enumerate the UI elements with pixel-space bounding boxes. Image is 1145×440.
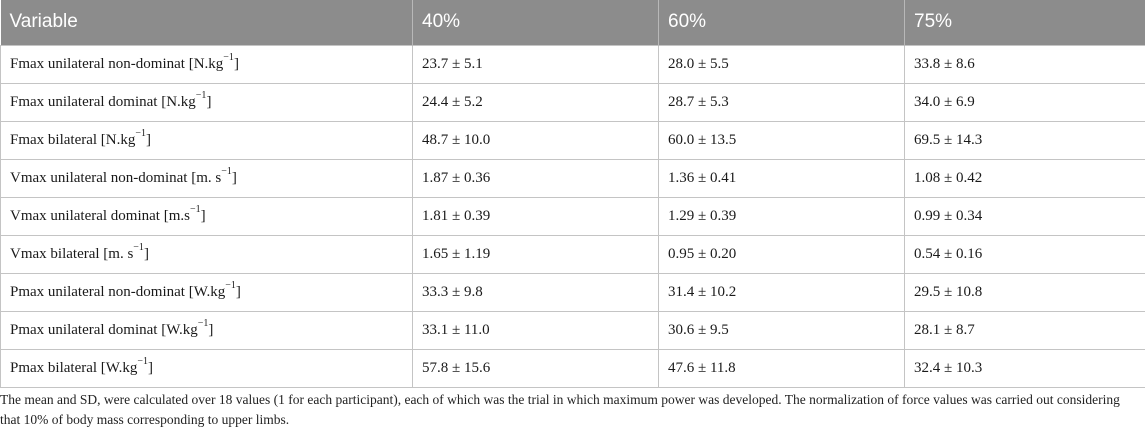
value-75: 34.0 ± 6.9	[904, 82, 1145, 122]
variable-cell: Fmax unilateral non-dominat [N.kg−1]	[0, 44, 413, 84]
table-row: Fmax bilateral [N.kg−1] 48.7 ± 10.0 60.0…	[0, 120, 1145, 160]
bracket-close: ]	[208, 321, 214, 338]
value-75: 33.8 ± 8.6	[904, 44, 1145, 84]
variable-label: Vmax bilateral [m. s	[10, 245, 134, 262]
value-40: 24.4 ± 5.2	[412, 82, 659, 122]
results-table: Variable 40% 60% 75% Fmax unilateral non…	[0, 0, 1145, 388]
value-60: 47.6 ± 11.8	[658, 348, 905, 388]
value-60: 0.95 ± 0.20	[658, 234, 905, 274]
variable-label: Fmax bilateral [N.kg	[10, 131, 136, 148]
bracket-close: ]	[147, 359, 153, 376]
header-60-percent: 60%	[658, 0, 905, 45]
table-header-row: Variable 40% 60% 75%	[0, 0, 1145, 45]
unit-exponent: −1	[137, 355, 148, 367]
table-row: Fmax unilateral non-dominat [N.kg−1] 23.…	[0, 44, 1145, 84]
value-60: 28.0 ± 5.5	[658, 44, 905, 84]
unit-exponent: −1	[135, 127, 147, 139]
value-40: 33.1 ± 11.0	[412, 310, 659, 350]
value-75: 32.4 ± 10.3	[904, 348, 1145, 388]
data-table-container: Variable 40% 60% 75% Fmax unilateral non…	[0, 0, 1145, 388]
value-40: 48.7 ± 10.0	[412, 120, 659, 160]
variable-cell: Vmax unilateral dominat [m.s−1]	[0, 196, 413, 236]
bracket-close: ]	[235, 283, 241, 300]
value-75: 28.1 ± 8.7	[904, 310, 1145, 350]
unit-exponent: −1	[221, 165, 232, 177]
table-row: Vmax bilateral [m. s−1] 1.65 ± 1.19 0.95…	[0, 234, 1145, 274]
variable-label: Pmax bilateral [W.kg	[10, 359, 138, 376]
value-60: 1.36 ± 0.41	[658, 158, 905, 198]
bracket-close: ]	[233, 55, 239, 72]
bracket-close: ]	[146, 131, 152, 148]
unit-exponent: −1	[189, 203, 201, 215]
variable-label: Vmax unilateral non-dominat [m. s	[10, 169, 222, 186]
variable-label: Pmax unilateral non-dominat [W.kg	[10, 283, 226, 300]
value-40: 1.87 ± 0.36	[412, 158, 659, 198]
variable-cell: Pmax unilateral non-dominat [W.kg−1]	[0, 272, 413, 312]
variable-cell: Vmax unilateral non-dominat [m. s−1]	[0, 158, 413, 198]
value-40: 1.65 ± 1.19	[412, 234, 659, 274]
bracket-close: ]	[200, 207, 206, 224]
value-60: 60.0 ± 13.5	[658, 120, 905, 160]
variable-cell: Vmax bilateral [m. s−1]	[0, 234, 413, 274]
table-row: Vmax unilateral dominat [m.s−1] 1.81 ± 0…	[0, 196, 1145, 236]
header-40-percent: 40%	[412, 0, 659, 45]
value-75: 29.5 ± 10.8	[904, 272, 1145, 312]
value-40: 23.7 ± 5.1	[412, 44, 659, 84]
variable-label: Pmax unilateral dominat [W.kg	[10, 321, 198, 338]
table-row: Pmax unilateral dominat [W.kg−1] 33.1 ± …	[0, 310, 1145, 350]
bracket-close: ]	[143, 245, 149, 262]
value-40: 1.81 ± 0.39	[412, 196, 659, 236]
variable-cell: Fmax bilateral [N.kg−1]	[0, 120, 413, 160]
value-60: 28.7 ± 5.3	[658, 82, 905, 122]
unit-exponent: −1	[133, 241, 144, 253]
variable-label: Fmax unilateral dominat [N.kg	[10, 93, 196, 110]
variable-label: Fmax unilateral non-dominat [N.kg	[10, 55, 224, 72]
value-75: 0.99 ± 0.34	[904, 196, 1145, 236]
value-75: 1.08 ± 0.42	[904, 158, 1145, 198]
unit-exponent: −1	[195, 89, 207, 101]
value-60: 30.6 ± 9.5	[658, 310, 905, 350]
table-row: Vmax unilateral non-dominat [m. s−1] 1.8…	[0, 158, 1145, 198]
bracket-close: ]	[206, 93, 212, 110]
value-60: 31.4 ± 10.2	[658, 272, 905, 312]
value-40: 33.3 ± 9.8	[412, 272, 659, 312]
unit-exponent: −1	[223, 51, 234, 63]
unit-exponent: −1	[225, 279, 236, 291]
table-row: Pmax unilateral non-dominat [W.kg−1] 33.…	[0, 272, 1145, 312]
value-75: 69.5 ± 14.3	[904, 120, 1145, 160]
bracket-close: ]	[231, 169, 237, 186]
value-40: 57.8 ± 15.6	[412, 348, 659, 388]
value-60: 1.29 ± 0.39	[658, 196, 905, 236]
unit-exponent: −1	[197, 317, 209, 329]
table-row: Fmax unilateral dominat [N.kg−1] 24.4 ± …	[0, 82, 1145, 122]
value-75: 0.54 ± 0.16	[904, 234, 1145, 274]
variable-cell: Pmax bilateral [W.kg−1]	[0, 348, 413, 388]
table-footnote: The mean and SD, were calculated over 18…	[0, 392, 1120, 427]
table-row: Pmax bilateral [W.kg−1] 57.8 ± 15.6 47.6…	[0, 348, 1145, 388]
variable-cell: Pmax unilateral dominat [W.kg−1]	[0, 310, 413, 350]
header-variable: Variable	[0, 0, 413, 45]
variable-cell: Fmax unilateral dominat [N.kg−1]	[0, 82, 413, 122]
variable-label: Vmax unilateral dominat [m.s	[10, 207, 190, 224]
header-75-percent: 75%	[914, 11, 953, 33]
